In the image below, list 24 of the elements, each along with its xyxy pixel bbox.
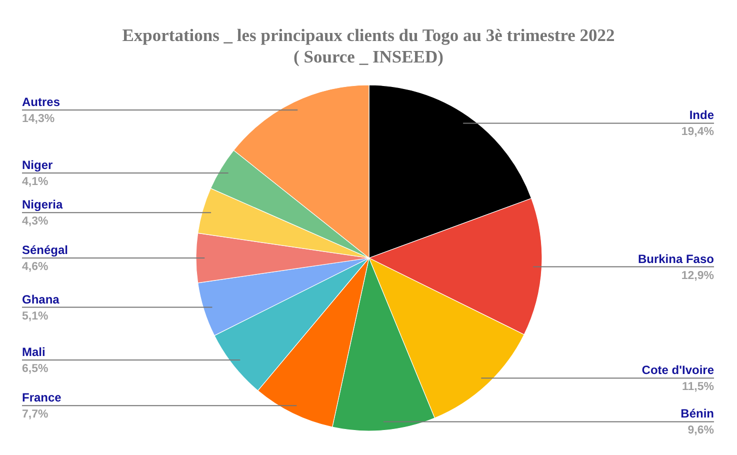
data-label: 9,6% [688,424,714,437]
data-label: 12,9% [681,270,714,282]
slice-label: Ghana [22,292,60,306]
data-label: 11,5% [682,381,714,394]
slice-label: Inde [689,108,714,122]
data-label: 4,6% [22,261,48,273]
data-label: 5,1% [22,310,48,322]
data-label: 14,3% [22,112,55,125]
slice-label: France [22,390,62,405]
slice-label: Bénin [680,406,714,421]
data-label: 6,5% [22,362,48,375]
slice-label: Nigeria [22,198,64,212]
data-label: 4,1% [22,176,48,188]
chart-title: Exportations _ les principaux clients du Togo au 3è trimestre 2022 [122,25,615,45]
slice-label: Niger [22,158,54,172]
data-label: 4,3% [22,216,48,228]
slice-label: Burkina Faso [638,252,714,266]
slice-label: Cote d'Ivoire [642,363,714,378]
text: ( Source _ INSEED) [294,46,444,66]
data-label: 7,7% [22,408,48,421]
slice-label: Autres [22,94,60,109]
slice-label: Sénégal [22,243,68,257]
slice-label: Mali [22,344,46,359]
data-label: 19,4% [681,126,714,138]
